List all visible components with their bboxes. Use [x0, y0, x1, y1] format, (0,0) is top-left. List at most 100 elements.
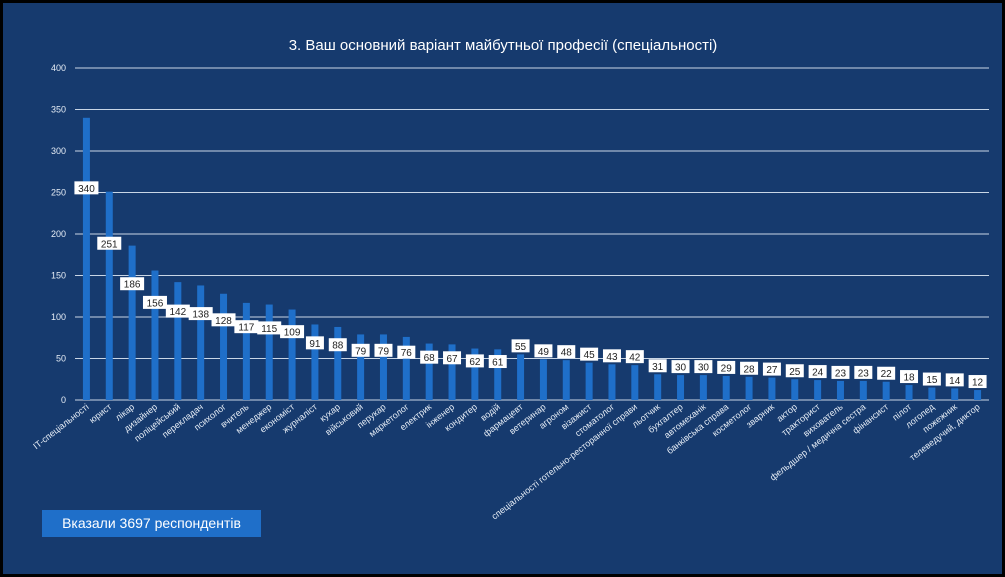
bar	[220, 293, 228, 400]
data-label-text: 88	[332, 341, 344, 352]
data-label-text: 22	[881, 369, 893, 380]
data-label-text: 27	[766, 365, 778, 376]
data-label: 251	[97, 236, 122, 250]
data-label-text: 49	[538, 347, 550, 358]
data-label: 117	[234, 320, 259, 334]
y-tick-label: 50	[56, 354, 66, 364]
data-label: 79	[351, 343, 370, 357]
data-label-box	[648, 359, 667, 373]
data-label: 91	[305, 336, 324, 350]
data-label-box	[785, 364, 804, 378]
bar	[905, 385, 913, 400]
respondents-count-badge: Вказали 3697 респондентів	[42, 510, 261, 537]
data-label-text: 62	[469, 357, 481, 368]
data-label-box	[74, 181, 99, 195]
y-tick-label: 150	[51, 271, 66, 281]
data-label-text: 42	[629, 353, 641, 364]
data-label-text: 31	[652, 362, 664, 373]
data-label: 62	[465, 354, 484, 368]
data-label: 109	[280, 325, 305, 339]
y-tick-label: 300	[51, 146, 66, 156]
data-label-box	[968, 375, 987, 389]
y-tick-label: 350	[51, 105, 66, 115]
data-label: 18	[900, 370, 919, 384]
data-label-box	[443, 351, 462, 365]
data-label-box	[465, 354, 484, 368]
data-label-box	[211, 313, 236, 327]
bar	[859, 380, 867, 400]
data-label: 76	[397, 345, 416, 359]
data-label-box	[142, 295, 167, 309]
data-label-box	[328, 338, 347, 352]
bar	[882, 381, 890, 400]
data-label-text: 142	[169, 307, 186, 318]
bar	[448, 344, 456, 400]
data-label-box	[351, 343, 370, 357]
bar	[288, 309, 296, 400]
gridlines	[75, 67, 989, 401]
data-label-text: 251	[101, 239, 118, 250]
chart-title: 3. Ваш основний варіант майбутньої профе…	[289, 37, 718, 54]
data-label-box	[188, 307, 213, 321]
data-label-box	[854, 365, 873, 379]
data-label-box	[534, 344, 553, 358]
data-label: 138	[188, 307, 213, 321]
bar	[631, 365, 639, 400]
data-label: 67	[443, 351, 462, 365]
bar	[265, 304, 273, 400]
data-label-text: 79	[378, 346, 390, 357]
bar	[539, 359, 547, 400]
data-label: 25	[785, 364, 804, 378]
data-label: 128	[211, 313, 236, 327]
y-tick-label: 400	[51, 63, 66, 73]
data-label-text: 28	[744, 364, 756, 375]
bar	[585, 362, 593, 400]
y-tick-label: 200	[51, 229, 66, 239]
data-label-box	[120, 277, 145, 291]
data-label-box	[945, 373, 964, 387]
bar	[768, 377, 776, 400]
bar-chart: 3. Ваш основний варіант майбутньої профе…	[31, 37, 989, 522]
data-label-box	[165, 304, 190, 318]
data-label: 27	[762, 362, 781, 376]
data-label: 43	[602, 349, 621, 363]
data-label-box	[234, 320, 259, 334]
data-label-box	[671, 360, 690, 374]
data-label: 88	[328, 338, 347, 352]
data-label-text: 23	[858, 368, 870, 379]
data-label-text: 23	[835, 368, 847, 379]
bar	[197, 285, 205, 400]
x-category-label: IT-спеціальності	[31, 402, 90, 451]
data-label: 55	[511, 339, 530, 353]
data-label-text: 67	[446, 354, 458, 365]
bar	[699, 375, 707, 400]
data-label-text: 156	[147, 298, 164, 309]
bar	[608, 364, 616, 400]
data-label: 68	[420, 350, 439, 364]
data-label-text: 15	[926, 375, 938, 386]
bar	[654, 374, 662, 400]
bar	[379, 334, 387, 400]
data-label-box	[305, 336, 324, 350]
data-label-text: 128	[215, 316, 232, 327]
data-label-text: 76	[401, 348, 413, 359]
data-label: 30	[694, 360, 713, 374]
bar	[677, 375, 685, 400]
bar	[151, 270, 159, 400]
bar	[174, 282, 182, 400]
data-label: 115	[257, 321, 282, 335]
data-label: 79	[374, 343, 393, 357]
data-label: 30	[671, 360, 690, 374]
data-label: 14	[945, 373, 964, 387]
data-label-box	[762, 362, 781, 376]
bar	[928, 387, 936, 400]
data-label-box	[280, 325, 305, 339]
bar	[814, 380, 822, 400]
data-label-box	[420, 350, 439, 364]
y-tick-label: 250	[51, 188, 66, 198]
data-label: 24	[808, 365, 827, 379]
bar	[562, 360, 570, 400]
data-label-box	[808, 365, 827, 379]
data-label: 23	[831, 365, 850, 379]
